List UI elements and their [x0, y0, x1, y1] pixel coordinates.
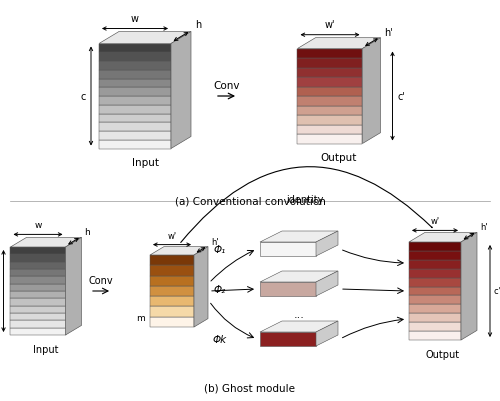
Text: m: m — [136, 313, 145, 322]
Polygon shape — [298, 106, 362, 116]
Text: h: h — [84, 228, 90, 237]
Text: Φ₂: Φ₂ — [214, 284, 226, 294]
Polygon shape — [409, 233, 477, 242]
Polygon shape — [409, 305, 461, 314]
Text: w: w — [34, 221, 42, 230]
Polygon shape — [316, 321, 338, 346]
Text: c: c — [80, 92, 86, 102]
Polygon shape — [409, 278, 461, 287]
Polygon shape — [99, 45, 171, 53]
Polygon shape — [150, 255, 194, 265]
Polygon shape — [10, 320, 66, 328]
Polygon shape — [10, 247, 66, 255]
Polygon shape — [99, 114, 171, 123]
Polygon shape — [260, 332, 316, 346]
Polygon shape — [409, 296, 461, 305]
Polygon shape — [10, 299, 66, 306]
Polygon shape — [150, 317, 194, 327]
Polygon shape — [298, 59, 362, 68]
Polygon shape — [409, 251, 461, 260]
Polygon shape — [409, 260, 461, 269]
Polygon shape — [10, 269, 66, 277]
Polygon shape — [298, 116, 362, 125]
Polygon shape — [298, 38, 380, 49]
Text: h': h' — [480, 223, 488, 232]
Text: Output: Output — [321, 153, 357, 163]
Polygon shape — [99, 88, 171, 97]
Polygon shape — [10, 262, 66, 269]
Polygon shape — [194, 247, 208, 327]
Text: Input: Input — [132, 158, 158, 168]
Text: ...: ... — [294, 309, 304, 319]
Polygon shape — [260, 231, 338, 242]
Polygon shape — [99, 123, 171, 132]
Text: Conv: Conv — [213, 81, 240, 91]
Text: Input: Input — [33, 344, 59, 354]
Polygon shape — [171, 32, 191, 149]
Polygon shape — [99, 105, 171, 114]
Text: w': w' — [168, 231, 176, 240]
Polygon shape — [150, 296, 194, 307]
Polygon shape — [150, 247, 208, 255]
Text: identity: identity — [286, 194, 324, 205]
Polygon shape — [99, 140, 171, 149]
Polygon shape — [99, 71, 171, 79]
Text: Φk: Φk — [213, 334, 227, 344]
Text: w': w' — [325, 20, 335, 30]
Polygon shape — [150, 265, 194, 276]
Polygon shape — [298, 97, 362, 106]
Polygon shape — [99, 32, 191, 45]
Polygon shape — [409, 269, 461, 278]
Polygon shape — [409, 314, 461, 322]
Text: c' = n: c' = n — [494, 287, 500, 296]
Polygon shape — [99, 79, 171, 88]
Polygon shape — [298, 78, 362, 87]
Polygon shape — [10, 328, 66, 335]
Text: h: h — [195, 20, 201, 30]
Text: h': h' — [384, 28, 393, 38]
Polygon shape — [99, 62, 171, 71]
Polygon shape — [10, 306, 66, 313]
Polygon shape — [409, 242, 461, 251]
Polygon shape — [10, 313, 66, 320]
Polygon shape — [10, 255, 66, 262]
Text: Conv: Conv — [88, 275, 114, 285]
Polygon shape — [99, 97, 171, 105]
Text: (a) Conventional convolution: (a) Conventional convolution — [174, 196, 326, 207]
Text: w': w' — [430, 217, 440, 226]
Polygon shape — [461, 233, 477, 340]
Polygon shape — [10, 238, 82, 247]
Polygon shape — [298, 87, 362, 97]
Polygon shape — [316, 271, 338, 296]
Text: Output: Output — [426, 349, 460, 359]
Polygon shape — [150, 276, 194, 286]
Polygon shape — [150, 307, 194, 317]
Polygon shape — [10, 284, 66, 291]
Text: c': c' — [398, 92, 406, 102]
Polygon shape — [260, 271, 338, 282]
Polygon shape — [260, 321, 338, 332]
Polygon shape — [362, 38, 380, 144]
Polygon shape — [66, 238, 82, 335]
Polygon shape — [260, 282, 316, 296]
Polygon shape — [298, 49, 362, 59]
Polygon shape — [150, 286, 194, 296]
Text: h': h' — [211, 237, 218, 246]
Text: (b) Ghost module: (b) Ghost module — [204, 383, 296, 393]
Polygon shape — [409, 331, 461, 340]
Polygon shape — [10, 291, 66, 299]
Text: Φ₁: Φ₁ — [214, 244, 226, 254]
Polygon shape — [298, 135, 362, 144]
Polygon shape — [260, 242, 316, 256]
Polygon shape — [99, 53, 171, 62]
Polygon shape — [298, 68, 362, 78]
FancyArrowPatch shape — [181, 167, 432, 243]
Polygon shape — [316, 231, 338, 256]
Polygon shape — [99, 132, 171, 140]
Polygon shape — [409, 287, 461, 296]
Polygon shape — [10, 277, 66, 284]
Polygon shape — [409, 322, 461, 331]
Polygon shape — [298, 125, 362, 135]
Text: w: w — [131, 14, 139, 23]
